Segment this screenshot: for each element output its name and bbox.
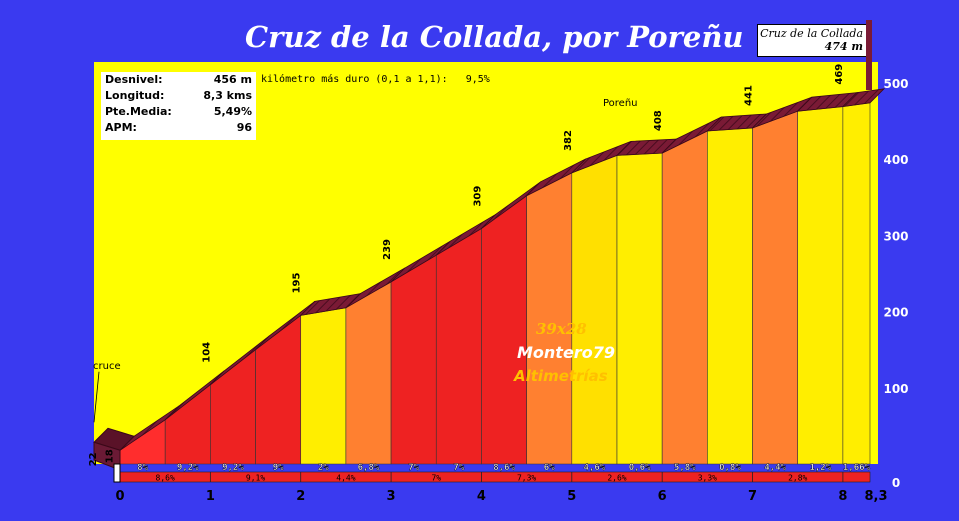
profile-segment	[481, 195, 527, 465]
segment-grade-label: 0,6%	[629, 463, 651, 473]
segment-grade-label: 8,6%	[493, 463, 515, 473]
profile-segment	[345, 281, 392, 465]
altitude-label: 18	[105, 449, 116, 463]
km-grade-label: 7,3%	[517, 474, 536, 483]
x-tick-label: 8	[838, 489, 847, 504]
x-tick-label: 1	[206, 489, 215, 504]
profile-segment	[707, 127, 753, 465]
segment-grade-label: 9,2%	[177, 463, 199, 473]
km-grade-label: 8,6%	[156, 474, 175, 483]
segment-grade-label: 9,2%	[222, 463, 244, 473]
altitude-label: 469	[834, 64, 845, 85]
profile-segment	[300, 307, 347, 465]
x-tick-label: 6	[658, 489, 667, 504]
x-tick-label: 5	[567, 489, 576, 504]
altitude-label: 441	[744, 85, 755, 106]
x-tick-label: 0	[115, 489, 124, 504]
km-grade-label: 3,3%	[698, 474, 717, 483]
place-label: Poreñu	[603, 98, 638, 109]
stats-row: Desnivel: 456 m	[101, 72, 256, 88]
summit-name: Cruz de la Collada	[760, 27, 863, 40]
altitude-label: 309	[472, 186, 483, 207]
segment-grade-label: 7%	[453, 463, 464, 473]
profile-segment	[661, 130, 708, 465]
stats-row: Pte.Media: 5,49%	[101, 104, 256, 120]
profile-segment	[842, 102, 871, 465]
y-tick-label: 100	[883, 382, 908, 396]
km-grade-label: 4,4%	[336, 474, 355, 483]
chart-title: Cruz de la Collada, por Poreñu	[245, 20, 744, 54]
segment-grade-label: 2%	[318, 463, 329, 473]
segment-grade-label: 6%	[544, 463, 555, 473]
y-tick-label: 200	[883, 306, 908, 320]
start-post	[113, 463, 121, 483]
x-tick-label: 7	[748, 489, 757, 504]
place-label-leader	[93, 371, 100, 423]
hardest-km-note: kilómetro más duro (0,1 a 1,1): 9,5%	[261, 74, 490, 85]
profile-segment	[797, 106, 844, 465]
stats-row: Longitud: 8,3 kms	[101, 88, 256, 104]
profile-ribbon-face	[841, 88, 886, 108]
x-tick-label: 8,3	[864, 489, 887, 504]
profile-segment	[571, 154, 618, 465]
profile-segment	[390, 254, 437, 465]
watermark-size: 39x28	[536, 320, 587, 338]
summit-pole	[866, 20, 872, 90]
x-tick-label: 4	[477, 489, 486, 504]
profile-segment	[526, 172, 573, 465]
watermark-author: Montero79	[517, 343, 615, 362]
stats-box: Desnivel: 456 m Longitud: 8,3 kms Pte.Media:…	[101, 72, 256, 140]
summit-altitude: 474 m	[824, 40, 863, 53]
profile-segment	[752, 110, 799, 465]
summit-box: Cruz de la Collada 474 m	[757, 24, 867, 57]
stats-label: Pte.Media:	[105, 105, 172, 118]
stats-value: 96	[236, 121, 252, 134]
segment-grade-label: 1,2%	[809, 463, 831, 473]
stats-value: 5,49%	[213, 105, 252, 118]
segment-grade-label: 0,8%	[719, 463, 741, 473]
altitude-label: 104	[201, 342, 212, 363]
altitude-label: 195	[292, 272, 303, 293]
altitude-label: 22	[88, 452, 99, 466]
x-tick-label: 2	[296, 489, 305, 504]
y-tick-label: 0	[892, 476, 900, 490]
segment-grade-label: 7%	[408, 463, 419, 473]
stats-label: Desnivel:	[105, 73, 163, 86]
km-grade-label: 9,1%	[246, 474, 265, 483]
segment-grade-label: 4,6%	[584, 463, 606, 473]
segment-grade-label: 8%	[137, 463, 148, 473]
altitude-label: 382	[563, 130, 574, 151]
segment-grade-label: 4,4%	[764, 463, 786, 473]
altitude-label: 239	[382, 239, 393, 260]
y-tick-label: 300	[883, 229, 908, 243]
km-grade-label: 2,8%	[788, 474, 807, 483]
y-tick-label: 500	[883, 77, 908, 91]
altitude-label: 408	[653, 110, 664, 131]
x-tick-label: 3	[387, 489, 396, 504]
km-grade-strip	[119, 471, 871, 483]
stats-value: 456 m	[213, 73, 252, 86]
stats-label: Longitud:	[105, 89, 165, 102]
y-tick-label: 400	[883, 153, 908, 167]
place-label: cruce	[93, 361, 121, 372]
km-grade-label: 2,6%	[607, 474, 626, 483]
segment-grade-label: 1,66%	[843, 463, 871, 473]
profile-segment	[616, 152, 663, 465]
watermark-brand: Altimetrías	[514, 367, 608, 385]
segment-grade-label: 6,8%	[358, 463, 380, 473]
stats-row: APM: 96	[101, 120, 256, 136]
stats-value: 8,3 kms	[203, 89, 252, 102]
stats-label: APM:	[105, 121, 137, 134]
segment-grade-label: 9%	[273, 463, 284, 473]
km-grade-label: 7%	[431, 474, 441, 483]
profile-segment	[435, 228, 482, 465]
segment-grade-label: 5,8%	[674, 463, 696, 473]
